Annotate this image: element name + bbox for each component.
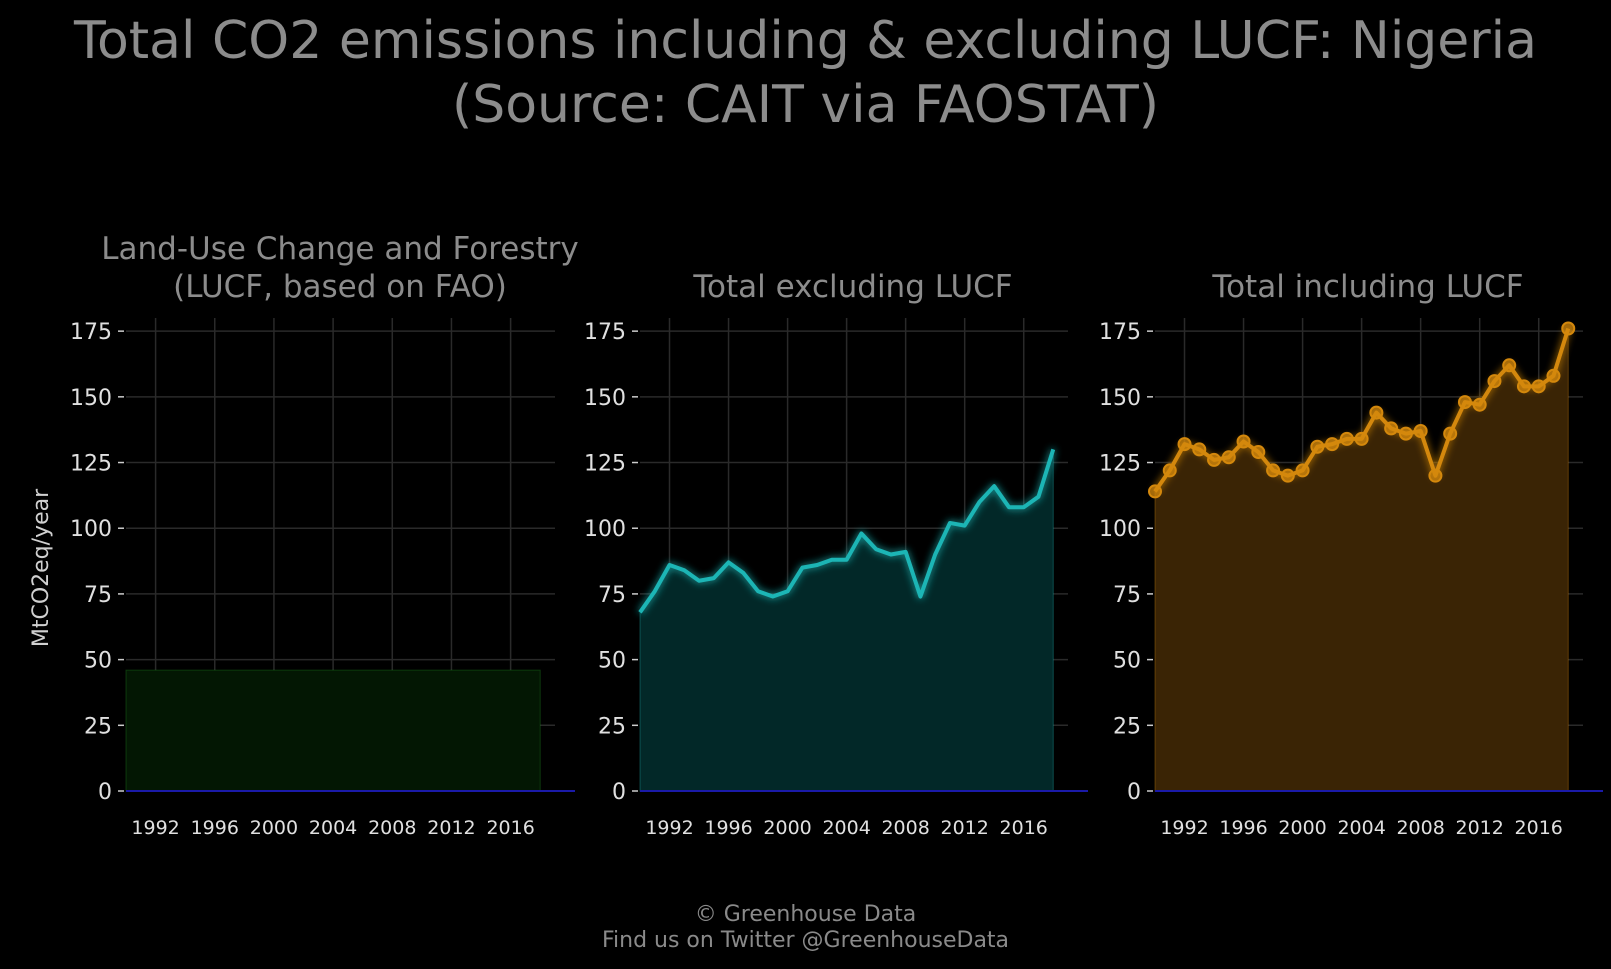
x-tick-label: 2000 [1278,817,1326,839]
y-tick-label: 25 [598,714,626,739]
y-tick-label: 75 [84,583,112,608]
data-point [1354,431,1369,446]
data-point [1192,442,1207,457]
y-tick-label: 125 [1099,452,1141,477]
series-line-excl [638,448,1056,614]
y-tick-label: 175 [584,320,626,345]
y-tick-label: 175 [1099,320,1141,345]
y-tick-label: 50 [84,649,112,674]
data-point [1369,405,1384,420]
data-point [1487,374,1502,389]
panel-title-lucf-line2: (LUCF, based on FAO) [173,269,507,305]
data-point [1148,484,1162,499]
y-tick-label: 50 [1113,649,1141,674]
panel-incl: 0 25 50 75 100 125 150 175 1992 1996 2000 2004 2008 2… [1099,318,1603,839]
y-tick-label: 50 [598,649,626,674]
x-tick-label: 2008 [368,817,416,839]
data-point [1236,434,1251,449]
x-tick-label: 1992 [1160,817,1208,839]
y-tick-label: 150 [70,386,112,411]
x-tick-label: 2016 [1000,817,1048,839]
panel-title-excl: Total excluding LUCF [553,268,1153,306]
panel-excl: 0 25 50 75 100 125 150 175 1992 1996 2000 2004 2008 2… [584,318,1088,839]
data-point [1207,452,1222,467]
y-tick-label: 0 [98,780,112,805]
data-point [1384,421,1399,436]
y-tick-label: 150 [1099,386,1141,411]
y-tick-label: 25 [1113,714,1141,739]
y-tick-label: 75 [1113,583,1141,608]
x-tick-label: 1996 [1219,817,1267,839]
data-point [1251,445,1266,460]
y-tick-label: 0 [612,780,626,805]
y-tick-label: 175 [70,320,112,345]
panel-title-excl-line1: Total excluding LUCF [693,269,1013,305]
y-tick-label: 150 [584,386,626,411]
x-tick-label: 2004 [309,817,357,839]
y-axis-label: MtCO2eq/year [29,488,54,647]
y-tick-label: 100 [584,517,626,542]
data-point [1280,468,1295,483]
x-tick-label: 2000 [250,817,298,839]
data-point [1561,321,1576,336]
panel-lucf: 0 25 50 75 100 125 150 175 1992 1996 2000 2004 2008 2… [70,318,575,839]
x-tick-label: 2012 [941,817,989,839]
data-point [1310,439,1325,454]
data-point [1472,397,1487,412]
data-point [1428,468,1443,483]
x-tick-label: 1992 [645,817,693,839]
x-tick-label: 2000 [763,817,811,839]
y-tick-label: 25 [84,714,112,739]
data-point [1443,426,1458,441]
data-point [1502,358,1517,373]
x-tick-label: 2008 [1396,817,1444,839]
data-point [1531,379,1546,394]
x-tick-label: 1992 [131,817,179,839]
data-point [1546,368,1561,383]
x-tick-label: 2016 [1515,817,1563,839]
x-tick-label: 2008 [881,817,929,839]
data-point [1162,463,1177,478]
x-tick-label: 2004 [1337,817,1385,839]
data-point [1266,463,1281,478]
y-tick-label: 125 [584,452,626,477]
data-point [1413,423,1428,438]
footer-credit: © Greenhouse Data [694,902,917,927]
x-tick-label: 2012 [427,817,475,839]
data-point [1325,437,1340,452]
series-area-lucf [125,669,541,792]
data-point [1221,450,1236,465]
panel-title-incl-line1: Total including LUCF [1212,269,1524,305]
panel-title-lucf-line1: Land-Use Change and Forestry [101,231,579,267]
x-tick-label: 2004 [822,817,870,839]
data-point [1398,426,1413,441]
data-point [1516,379,1531,394]
y-tick-label: 75 [598,583,626,608]
chart-title-line2: (Source: CAIT via FAOSTAT) [451,75,1160,135]
chart-title-line1: Total CO2 emissions including & excludin… [74,11,1537,71]
x-tick-label: 1996 [191,817,239,839]
x-tick-label: 1996 [704,817,752,839]
data-point [1177,437,1192,452]
data-point [1339,431,1354,446]
y-tick-label: 0 [1127,780,1141,805]
panel-title-incl: Total including LUCF [1068,268,1611,306]
y-tick-label: 100 [70,517,112,542]
data-point [1457,395,1472,410]
footer-twitter: Find us on Twitter @GreenhouseData [601,928,1010,953]
data-point [1295,463,1310,478]
panel-title-lucf: Land-Use Change and Forestry (LUCF, base… [40,230,640,306]
y-tick-label: 100 [1099,517,1141,542]
x-tick-label: 2016 [486,817,534,839]
x-tick-label: 2012 [1456,817,1504,839]
y-tick-label: 125 [70,452,112,477]
